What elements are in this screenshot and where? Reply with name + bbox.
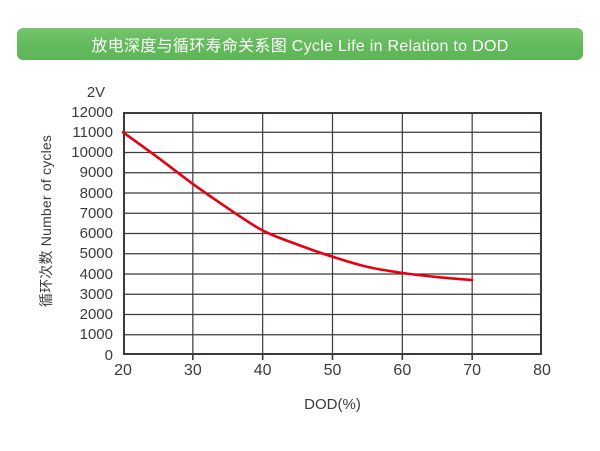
x-tick-label: 20 [114, 362, 132, 379]
series-annotation-2v: 2V [86, 84, 106, 101]
chart-canvas [121, 112, 542, 360]
y-tick-label: 9000 [79, 164, 113, 182]
x-tick-label: 50 [323, 362, 342, 379]
y-tick-label: 1000 [79, 326, 113, 344]
y-tick-label: 12000 [71, 103, 113, 121]
chart-title-banner: 放电深度与循环寿命关系图 Cycle Life in Relation to D… [17, 28, 583, 60]
y-tick-label: 8000 [79, 184, 113, 202]
x-axis-title: DOD(%) [304, 396, 361, 413]
y-tick-label: 5000 [79, 245, 113, 263]
cycle-life-curve [121, 130, 474, 282]
plot-border [123, 112, 542, 355]
y-tick-label: 2000 [79, 306, 113, 323]
y-tick-label: 4000 [79, 265, 113, 283]
y-tick-label: 11000 [72, 123, 113, 141]
x-tick-label: 80 [533, 362, 551, 379]
x-tick-label: 70 [463, 362, 482, 379]
x-tick-label: 60 [393, 362, 412, 379]
y-tick-label: 3000 [79, 285, 113, 303]
plot-area [121, 112, 542, 360]
y-tick-label: 0 [104, 346, 113, 364]
chart-title: 放电深度与循环寿命关系图 Cycle Life in Relation to D… [91, 38, 509, 55]
y-tick-label: 6000 [79, 225, 113, 242]
x-tick-label: 40 [253, 362, 272, 379]
y-tick-label: 10000 [71, 144, 113, 161]
x-tick-label: 30 [183, 362, 202, 379]
y-tick-label: 7000 [79, 204, 113, 222]
